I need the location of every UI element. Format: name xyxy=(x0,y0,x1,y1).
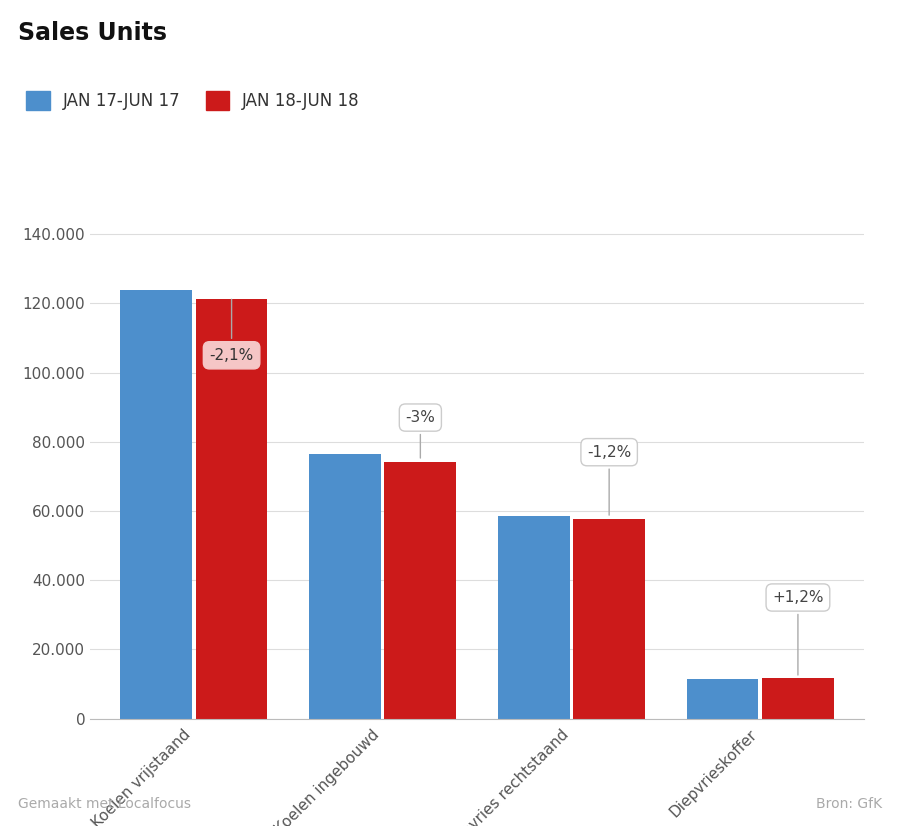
Bar xyxy=(573,519,645,719)
Text: +1,2%: +1,2% xyxy=(772,590,824,675)
Bar xyxy=(121,290,192,719)
Bar xyxy=(687,679,759,719)
Text: -3%: -3% xyxy=(405,410,436,458)
Bar xyxy=(309,454,381,719)
Text: -1,2%: -1,2% xyxy=(587,444,631,515)
Bar xyxy=(384,462,456,719)
Bar xyxy=(195,298,267,719)
Text: Sales Units: Sales Units xyxy=(18,21,167,45)
Text: -2,1%: -2,1% xyxy=(210,299,254,363)
Bar xyxy=(498,516,570,719)
Text: Bron: GfK: Bron: GfK xyxy=(816,797,882,811)
Legend: JAN 17-JUN 17, JAN 18-JUN 18: JAN 17-JUN 17, JAN 18-JUN 18 xyxy=(26,91,360,110)
Text: Gemaakt met Localfocus: Gemaakt met Localfocus xyxy=(18,797,191,811)
Bar xyxy=(762,678,833,719)
